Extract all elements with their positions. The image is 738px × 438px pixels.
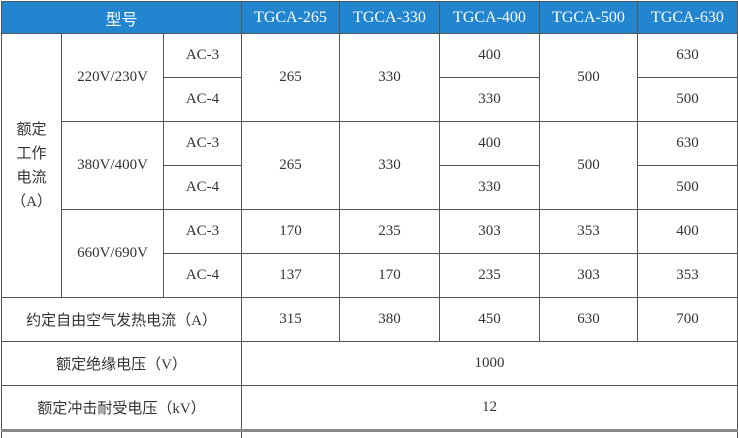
table-row: 380V/400V AC-3 265 330 400 500 630: [2, 122, 738, 166]
voltage-cell: 660V/690V: [62, 210, 164, 298]
thermal-row: 约定自由空气发热电流（A） 315 380 450 630 700: [2, 298, 738, 342]
value-cell: 265: [242, 122, 340, 210]
category-cell: AC-4: [164, 166, 242, 210]
category-cell: AC-3: [164, 122, 242, 166]
partial-cell: [242, 431, 738, 438]
value-cell: 315: [242, 298, 340, 342]
value-cell: 303: [540, 254, 638, 298]
value-cell: 1000: [242, 342, 738, 386]
model-col: TGCA-500: [540, 2, 638, 34]
value-cell: 235: [340, 210, 440, 254]
insulation-row: 额定绝缘电压（V） 1000: [2, 342, 738, 386]
voltage-cell: 220V/230V: [62, 34, 164, 122]
value-cell: 450: [440, 298, 540, 342]
value-cell: 170: [242, 210, 340, 254]
value-cell: 170: [340, 254, 440, 298]
table-row: 660V/690V AC-3 170 235 303 353 400: [2, 210, 738, 254]
model-col: TGCA-400: [440, 2, 540, 34]
value-cell: 330: [440, 78, 540, 122]
impulse-label: 额定冲击耐受电压（kV）: [2, 386, 242, 431]
value-cell: 303: [440, 210, 540, 254]
value-cell: 630: [638, 122, 738, 166]
model-header: 型号: [2, 2, 242, 34]
category-cell: AC-3: [164, 210, 242, 254]
value-cell: 330: [340, 34, 440, 122]
value-cell: 400: [440, 34, 540, 78]
partial-cell: [2, 431, 242, 438]
value-cell: 400: [638, 210, 738, 254]
category-cell: AC-4: [164, 254, 242, 298]
value-cell: 330: [340, 122, 440, 210]
model-col: TGCA-330: [340, 2, 440, 34]
header-row: 型号 TGCA-265 TGCA-330 TGCA-400 TGCA-500 T…: [2, 2, 738, 34]
value-cell: 235: [440, 254, 540, 298]
model-col: TGCA-630: [638, 2, 738, 34]
value-cell: 380: [340, 298, 440, 342]
value-cell: 400: [440, 122, 540, 166]
value-cell: 500: [540, 122, 638, 210]
value-cell: 265: [242, 34, 340, 122]
model-col: TGCA-265: [242, 2, 340, 34]
insulation-label: 额定绝缘电压（V）: [2, 342, 242, 386]
value-cell: 630: [540, 298, 638, 342]
value-cell: 353: [638, 254, 738, 298]
table-row: 额定工作电流（A） 220V/230V AC-3 265 330 400 500…: [2, 34, 738, 78]
value-cell: 12: [242, 386, 738, 431]
value-cell: 137: [242, 254, 340, 298]
value-cell: 330: [440, 166, 540, 210]
value-cell: 353: [540, 210, 638, 254]
thermal-label: 约定自由空气发热电流（A）: [2, 298, 242, 342]
category-cell: AC-4: [164, 78, 242, 122]
value-cell: 500: [540, 34, 638, 122]
rated-current-label: 额定工作电流（A）: [2, 34, 62, 298]
value-cell: 700: [638, 298, 738, 342]
impulse-row: 额定冲击耐受电压（kV） 12: [2, 386, 738, 431]
value-cell: 500: [638, 166, 738, 210]
value-cell: 500: [638, 78, 738, 122]
category-cell: AC-3: [164, 34, 242, 78]
value-cell: 630: [638, 34, 738, 78]
voltage-cell: 380V/400V: [62, 122, 164, 210]
partial-row: [2, 431, 738, 438]
